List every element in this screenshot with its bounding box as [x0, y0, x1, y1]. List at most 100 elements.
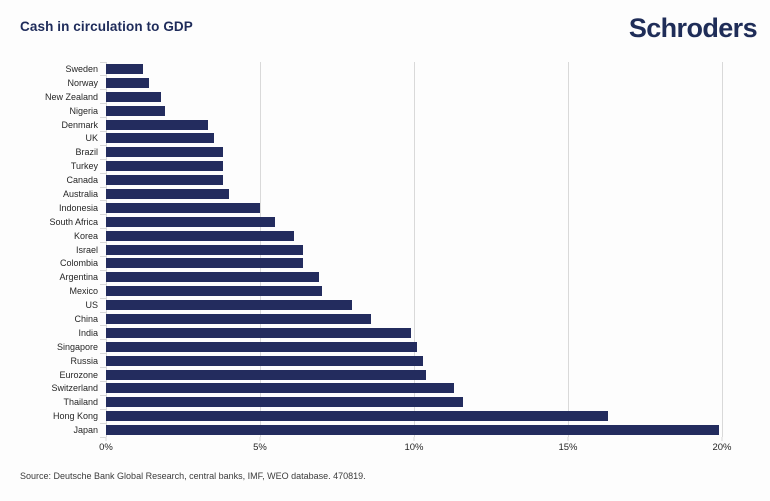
category-label: Japan: [73, 425, 98, 436]
bar-thailand: [106, 397, 464, 408]
bar-nigeria: [106, 105, 165, 116]
bar-japan: [106, 425, 719, 436]
y-boundary-tick: [100, 297, 106, 299]
bar-row: [106, 159, 722, 173]
bar-row: [106, 368, 722, 382]
bar-australia: [106, 188, 230, 199]
bar-row: [106, 145, 722, 159]
bar-row: [106, 243, 722, 257]
y-boundary-tick: [100, 144, 106, 146]
y-boundary-tick: [100, 103, 106, 105]
bar-row: [106, 298, 722, 312]
x-axis-tick: [413, 437, 415, 441]
category-label: Colombia: [59, 258, 98, 269]
y-boundary-tick: [100, 339, 106, 341]
bar-china: [106, 313, 371, 324]
bar-turkey: [106, 161, 224, 172]
category-label: Argentina: [59, 272, 98, 283]
y-boundary-tick: [100, 214, 106, 216]
bar-row: [106, 326, 722, 340]
y-boundary-tick: [100, 408, 106, 410]
bar-row: [106, 409, 722, 423]
x-tick-label: 10%: [404, 442, 424, 453]
bar-canada: [106, 175, 224, 186]
bar-sweden: [106, 63, 143, 74]
y-boundary-tick: [100, 380, 106, 382]
category-label: China: [74, 313, 98, 324]
bar-norway: [106, 77, 150, 88]
category-label: Sweden: [65, 63, 98, 74]
x-tick-label: 5%: [253, 442, 267, 453]
source-note: Source: Deutsche Bank Global Research, c…: [20, 471, 366, 481]
bar-row: [106, 173, 722, 187]
bar-argentina: [106, 272, 319, 283]
bar-singapore: [106, 341, 418, 352]
x-axis-tick: [259, 437, 261, 441]
y-boundary-tick: [100, 353, 106, 355]
category-label: Australia: [62, 188, 98, 199]
category-label: Mexico: [69, 286, 98, 297]
category-label: Hong Kong: [52, 411, 98, 422]
category-label: Israel: [75, 244, 98, 255]
x-axis-ticks: [105, 437, 723, 441]
bar-row: [106, 423, 722, 437]
bar-us: [106, 300, 353, 311]
bar-row: [106, 62, 722, 76]
x-axis-tick: [105, 437, 107, 441]
bar-mexico: [106, 286, 322, 297]
chart-title: Cash in circulation to GDP: [20, 19, 193, 34]
category-label: US: [85, 300, 98, 311]
x-tick-label: 0%: [99, 442, 113, 453]
category-label: New Zealand: [44, 91, 98, 102]
bar-row: [106, 256, 722, 270]
bar-indonesia: [106, 202, 260, 213]
y-boundary-tick: [100, 75, 106, 77]
bar-russia: [106, 355, 424, 366]
y-boundary-tick: [100, 325, 106, 327]
bar-india: [106, 327, 411, 338]
bar-israel: [106, 244, 304, 255]
category-label: Turkey: [70, 161, 98, 172]
bar-row: [106, 229, 722, 243]
x-tick-label: 15%: [558, 442, 578, 453]
category-label: Switzerland: [51, 383, 98, 394]
category-label: Eurozone: [59, 369, 98, 380]
x-axis-tick: [721, 437, 723, 441]
bar-new-zealand: [106, 91, 162, 102]
y-boundary-tick: [100, 367, 106, 369]
category-label: Thailand: [63, 397, 98, 408]
bar-row: [106, 340, 722, 354]
category-label: Denmark: [61, 119, 98, 130]
bar-switzerland: [106, 383, 455, 394]
gridline: [567, 62, 569, 437]
category-label: India: [78, 327, 98, 338]
bar-row: [106, 395, 722, 409]
y-boundary-tick: [100, 61, 106, 63]
bar-row: [106, 104, 722, 118]
category-label: Canada: [66, 175, 98, 186]
bar-brazil: [106, 147, 224, 158]
category-label: Brazil: [75, 147, 98, 158]
bar-colombia: [106, 258, 304, 269]
bar-row: [106, 270, 722, 284]
y-axis-ticks: [100, 61, 106, 438]
plot-area: [105, 62, 723, 437]
category-label: Indonesia: [58, 202, 98, 213]
y-boundary-tick: [100, 228, 106, 230]
y-boundary-tick: [100, 172, 106, 174]
bar-row: [106, 284, 722, 298]
bar-row: [106, 187, 722, 201]
gridline: [721, 62, 723, 437]
category-label: Korea: [73, 230, 98, 241]
y-boundary-tick: [100, 283, 106, 285]
y-boundary-tick: [100, 422, 106, 424]
x-tick-label: 20%: [712, 442, 732, 453]
y-boundary-tick: [100, 269, 106, 271]
category-label: South Africa: [49, 216, 98, 227]
y-boundary-tick: [100, 394, 106, 396]
bar-eurozone: [106, 369, 427, 380]
bar-south-africa: [106, 216, 276, 227]
category-label: Russia: [70, 355, 98, 366]
y-boundary-tick: [100, 200, 106, 202]
